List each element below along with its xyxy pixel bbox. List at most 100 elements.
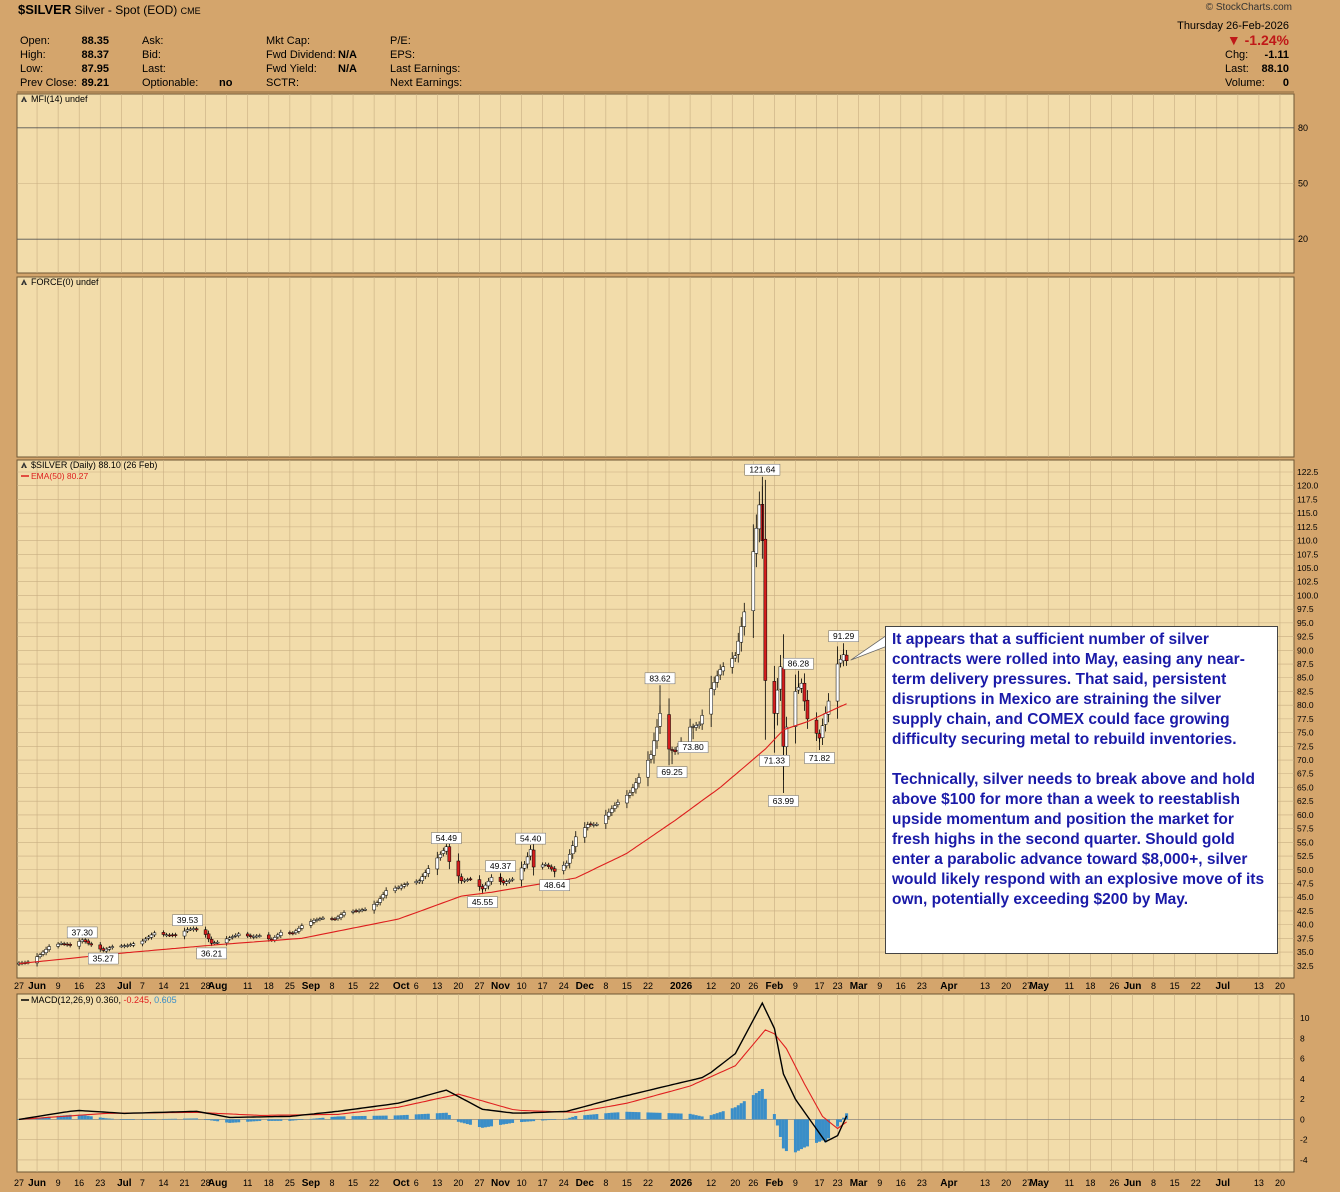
macd-histogram-bar (634, 1112, 638, 1120)
macd-histogram-bar (502, 1119, 506, 1125)
macd-tick-label: 2 (1300, 1094, 1305, 1104)
candle-body (233, 934, 238, 937)
candle-body (128, 944, 133, 946)
price-annotation-box (656, 766, 688, 778)
optionable-label: Optionable: (142, 77, 199, 89)
candle-body (336, 916, 340, 919)
macd-x-tick-label: May (1029, 1178, 1049, 1189)
candle-body (161, 932, 166, 935)
candle-body (62, 943, 66, 945)
macd-histogram-bar (246, 1119, 250, 1122)
macd-x-tick-label: Jul (1216, 1178, 1231, 1189)
fwd-yield-label: Fwd Yield: (266, 63, 317, 75)
candle-body (86, 940, 90, 944)
macd-histogram-bar (186, 1118, 190, 1120)
macd-histogram-bar (393, 1115, 397, 1120)
macd-histogram-bar (420, 1114, 424, 1120)
price-x-tick-label: Oct (393, 981, 410, 992)
candle-body (793, 691, 798, 727)
macd-histogram-bar (468, 1119, 472, 1125)
candle-body (185, 929, 190, 932)
macd-histogram-bar (312, 1118, 316, 1120)
macd-histogram-bar (842, 1117, 846, 1120)
price-annotation-label: 121.64 (749, 465, 775, 475)
price-x-tick-label: 15 (348, 981, 358, 991)
fwd-dividend-label: Fwd Dividend: (266, 49, 336, 61)
macd-histogram-bar (258, 1119, 262, 1121)
candle-body (525, 856, 530, 865)
candle-body (688, 726, 692, 743)
macd-histogram-bar (604, 1113, 608, 1120)
price-tick-label: 122.5 (1297, 467, 1319, 477)
price-x-tick-label: Nov (491, 981, 510, 992)
candle-body (258, 935, 262, 937)
candle-body (751, 551, 756, 611)
candle-body (378, 898, 382, 903)
macd-x-tick-label: 9 (877, 1178, 882, 1188)
macd-histogram-bar (562, 1118, 566, 1120)
macd-histogram-bar (149, 1119, 153, 1120)
price-x-tick-label: Aug (208, 981, 227, 992)
price-x-tick-label: Jul (1216, 981, 1231, 992)
macd-histogram-bar (673, 1113, 677, 1120)
price-tick-label: 72.5 (1297, 741, 1314, 751)
fwd-yield-value: N/A (338, 63, 357, 75)
macd-x-tick-label: Mar (850, 1178, 868, 1189)
candle-body (152, 932, 157, 936)
macd-x-tick-label: 13 (1254, 1178, 1264, 1188)
candle-body (44, 949, 48, 953)
macd-histogram-bar (189, 1118, 193, 1120)
candle-body (333, 918, 337, 921)
ask-label: Ask: (142, 35, 164, 47)
macd-histogram-bar (499, 1119, 503, 1125)
candle-body (164, 934, 169, 937)
change-percent: ▼ -1.24% (1226, 32, 1289, 48)
candle-body (583, 827, 587, 838)
price-tick-label: 85.0 (1297, 673, 1314, 683)
candle-body (616, 802, 620, 805)
price-annotation-box (539, 879, 570, 891)
open-value: 88.35 (81, 35, 109, 47)
macd-histogram-bar (321, 1117, 325, 1120)
candle-body (838, 659, 843, 664)
macd-histogram-bar (441, 1112, 445, 1120)
macd-x-tick-label: Oct (393, 1178, 410, 1189)
exchange: CME (180, 6, 201, 16)
macd-histogram-bar (730, 1108, 734, 1120)
candle-body (483, 884, 488, 889)
candle-body (670, 749, 674, 751)
macd-histogram-bar (423, 1113, 427, 1120)
macd-x-tick-label: 9 (793, 1178, 798, 1188)
macd-histogram-bar (435, 1113, 439, 1120)
candle-body (589, 823, 593, 826)
candle-body (182, 930, 187, 937)
price-annotation-box (66, 926, 98, 939)
macd-x-tick-label: 20 (730, 1178, 740, 1188)
macd-x-tick-label: 10 (517, 1178, 527, 1188)
macd-histogram-bar (565, 1118, 569, 1120)
macd-histogram-bar (607, 1112, 611, 1120)
price-annotation-box (644, 672, 676, 685)
macd-histogram-bar (125, 1119, 129, 1120)
price-x-tick-label: 27 (474, 981, 484, 991)
macd-histogram-bar (131, 1119, 135, 1120)
candle-body (209, 939, 214, 944)
candle-body (637, 777, 641, 784)
price-x-tick-label: Jun (1124, 981, 1142, 992)
candle-body (564, 862, 569, 867)
candle-body (697, 724, 701, 726)
price-x-tick-label: 17 (815, 981, 825, 991)
macd-histogram-bar (276, 1119, 280, 1121)
macd-histogram-bar (110, 1118, 114, 1120)
macd-histogram-bar (778, 1119, 782, 1137)
macd-x-tick-label: 17 (538, 1178, 548, 1188)
candle-body (438, 854, 443, 858)
macd-x-tick-label: 18 (264, 1178, 274, 1188)
candle-body (778, 666, 783, 690)
macd-histogram-bar (315, 1118, 319, 1120)
macd-histogram-bar (592, 1114, 596, 1120)
macd-histogram-bar (210, 1119, 214, 1121)
price-x-tick-label: 14 (158, 981, 168, 991)
macd-histogram-bar (544, 1119, 548, 1121)
ema50-line (18, 703, 847, 965)
